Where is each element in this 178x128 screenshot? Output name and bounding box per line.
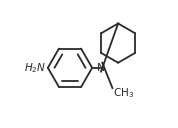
Text: $H_2N$: $H_2N$: [24, 61, 46, 75]
Text: CH$_3$: CH$_3$: [113, 86, 134, 100]
Text: N: N: [97, 63, 105, 73]
